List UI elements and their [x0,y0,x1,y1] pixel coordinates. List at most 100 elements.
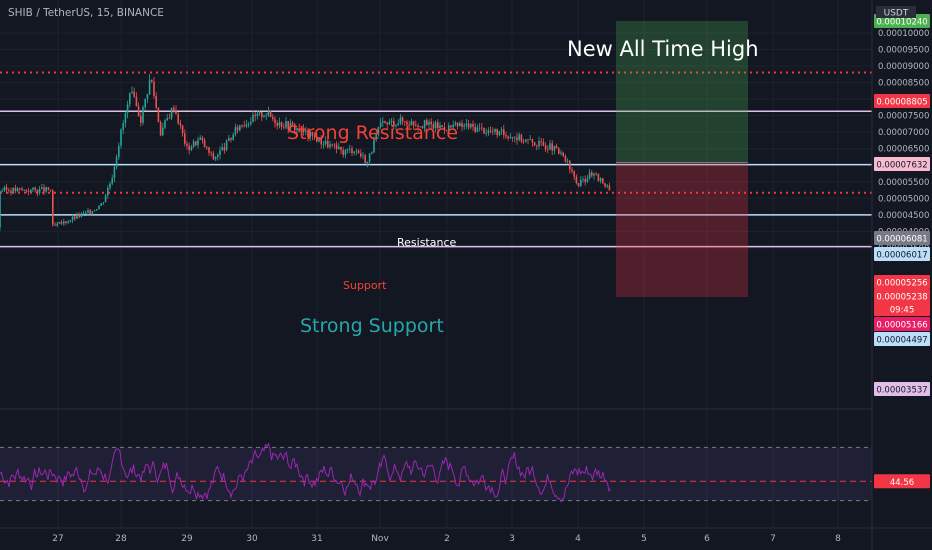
candle-body [406,121,408,125]
candle-body [368,153,371,162]
candle-body [516,137,518,141]
candle-body [395,125,397,127]
candle-body [582,179,584,181]
candle-body [298,128,300,132]
time-tick-label: 6 [704,534,710,544]
candle-body [483,128,485,134]
candle-body [258,112,261,114]
candle-body [426,120,428,126]
time-tick-label: 27 [52,534,63,544]
candle-body [573,171,575,177]
candle-body [276,123,278,126]
candle-body [14,187,17,192]
price-tag-strong-support-bg [874,332,930,346]
candle-body [327,140,329,148]
candle-body [283,126,285,128]
symbol-header: SHIB / TetherUS, 15, BINANCE [8,7,164,19]
candle-body [342,149,344,155]
candle-body [230,138,232,140]
candle-body [74,216,76,219]
annotation-resistance: Resistance [397,236,457,249]
candles [0,74,611,231]
price-tag-bottom: 0.00003537 [876,386,927,396]
price-tag-countdown: 09:45 [890,306,915,316]
candle-body [36,189,39,193]
candle-body [267,111,270,116]
candle-body [591,172,593,176]
candle-body [280,122,283,127]
candle-body [78,214,80,217]
candle-body [430,121,432,125]
candle-body [113,166,116,179]
candle-body [217,154,219,157]
candle-body [404,121,406,123]
candle-body [518,134,520,141]
candle-body [562,152,564,157]
price-tick-label: 0.00006500 [878,145,929,155]
candle-body [353,151,355,154]
candle-body [3,187,6,191]
candle-body [214,156,217,160]
candle-body [87,210,89,213]
candle-body [388,122,391,125]
candle-body [351,148,353,154]
price-tag-resistance-bg [874,247,930,261]
candle-body [67,221,69,224]
time-tick-label: 7 [770,534,776,544]
candle-body [181,125,184,134]
price-tag-strong-resistance-bg [874,157,930,171]
candle-body [419,126,421,128]
candle-body [448,125,450,131]
candle-body [375,134,377,140]
candle-body [173,107,175,110]
candle-body [492,131,494,133]
candle-body [507,136,509,139]
candle-body [49,189,52,191]
price-tick-label: 0.00005500 [878,178,929,188]
price-tag-bottom-bg [874,382,930,396]
candle-body [597,174,600,181]
candle-body [124,113,127,124]
candle-body [291,122,294,125]
time-tick-label: 29 [181,534,193,544]
candle-body [487,130,490,133]
candle-body [470,124,472,128]
candle-body [302,128,305,132]
currency-badge[interactable] [876,6,916,18]
candle-body [45,187,47,192]
candle-body [311,131,314,136]
candle-body [338,146,340,149]
candle-body [509,137,512,139]
candle-body [606,185,608,187]
candle-body [481,127,483,129]
price-tag-strong-resistance: 0.00007632 [876,161,927,171]
candle-body [542,141,545,146]
candle-body [320,137,322,145]
horizontal-levels [0,71,872,248]
candle-body [179,123,182,126]
candle-body [265,115,267,117]
candle-body [366,161,369,164]
annotation-strong-resistance: Strong Resistance [287,122,458,144]
rsi-line [0,442,611,503]
candle-body [34,187,36,190]
price-tag-last2: 0.00005238 [876,293,927,303]
candle-body [520,134,523,142]
candle-body [467,123,470,128]
candle-body [228,138,230,141]
candle-body [223,147,226,151]
candle-body [43,187,45,192]
candle-body [25,189,28,192]
price-tag-countdown-bg [874,302,930,316]
candle-body [247,124,250,125]
candle-body [243,125,245,127]
candle-body [560,152,562,154]
candle-body [76,214,78,219]
candle-body [580,179,582,186]
candle-body [437,122,439,129]
candle-body [434,122,437,129]
candle-body [525,139,527,142]
candle-body [107,188,109,196]
candle-body [203,140,206,147]
